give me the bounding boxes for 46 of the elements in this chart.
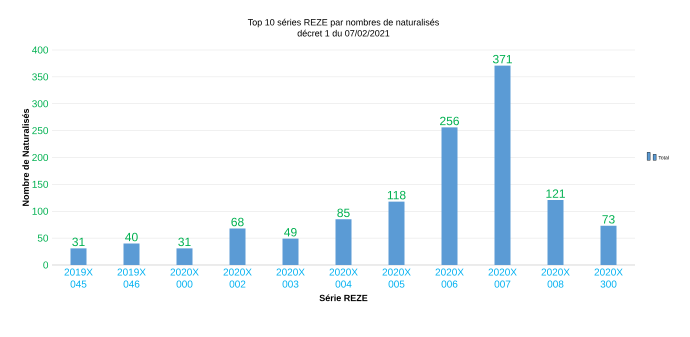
y-tick-label: 250 (32, 127, 48, 134)
x-tick-label: 2020X 003 (276, 268, 305, 288)
data-label: 73 (602, 215, 615, 224)
data-label: 40 (125, 232, 138, 242)
data-label: 121 (546, 189, 565, 198)
x-tick-label: 2020X 008 (542, 268, 570, 288)
x-tick-label: 2019X 046 (118, 268, 146, 288)
bar (442, 127, 458, 265)
data-label: 85 (337, 208, 350, 218)
data-label: 31 (178, 238, 191, 246)
chart-subtitle: décret 1 du 07/02/2021 (298, 30, 390, 36)
x-tick-label: 2020X 005 (382, 268, 411, 288)
x-tick-label: 2020X 007 (488, 268, 517, 288)
bar (124, 244, 140, 265)
data-label: 256 (440, 116, 459, 126)
y-tick-label: 150 (32, 180, 48, 188)
x-tick-label: 2020X 004 (330, 268, 358, 288)
bar (70, 248, 86, 265)
x-tick-label: 2020X 300 (594, 268, 623, 288)
x-tick-label: 2020X 006 (436, 268, 464, 288)
bar (600, 226, 617, 265)
bar (230, 228, 246, 265)
x-tick-label: 2019X 045 (64, 268, 93, 288)
y-tick-label: 200 (32, 154, 48, 162)
bar (494, 66, 511, 265)
y-axis-title: Nombre de Naturalisés (22, 108, 29, 206)
data-label: 68 (231, 218, 244, 226)
data-label: 31 (72, 238, 85, 246)
y-tick-label: 0 (43, 261, 48, 269)
data-label: 371 (492, 54, 512, 64)
bar (388, 202, 405, 265)
bar (336, 219, 352, 265)
y-tick-label: 100 (32, 208, 48, 215)
data-label: 49 (284, 228, 297, 236)
y-tick-label: 300 (32, 100, 48, 108)
y-tick-label: 400 (32, 46, 48, 54)
bar (548, 200, 564, 265)
data-label: 118 (388, 190, 406, 200)
bar (176, 248, 192, 265)
x-axis-title: Série REZE (320, 294, 368, 302)
x-tick-label: 2020X 000 (170, 268, 199, 288)
y-tick-label: 50 (38, 234, 48, 242)
bar (282, 238, 299, 265)
chart-title: Top 10 séries REZE par nombres de naturalisés (248, 18, 439, 28)
x-tick-label: 2020X 002 (224, 268, 252, 288)
y-tick-label: 350 (32, 73, 48, 80)
